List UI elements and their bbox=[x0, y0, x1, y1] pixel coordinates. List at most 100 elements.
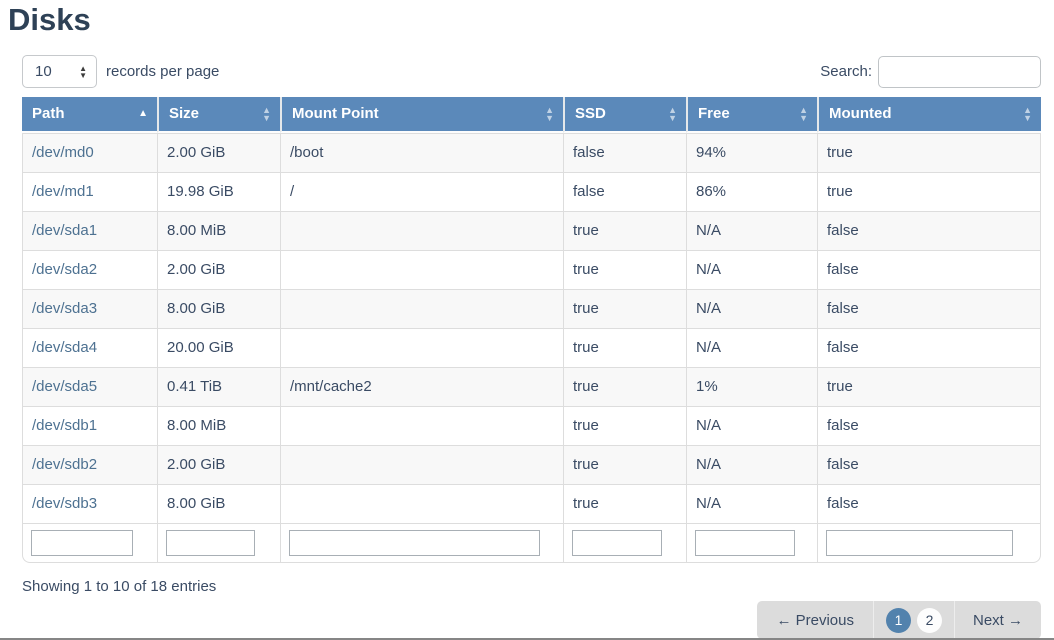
filter-row bbox=[22, 523, 1041, 563]
next-page-button[interactable]: Next → bbox=[955, 601, 1041, 638]
column-label: Path bbox=[32, 105, 65, 122]
filter-input-free[interactable] bbox=[695, 530, 795, 556]
page-length-group: 10 ▲ ▼ records per page bbox=[22, 55, 219, 88]
disk-mount-point-cell bbox=[280, 328, 563, 367]
column-label: Size bbox=[169, 105, 200, 122]
disk-ssd-cell: true bbox=[563, 211, 686, 250]
disk-path-link[interactable]: /dev/sda5 bbox=[22, 367, 157, 406]
disk-size-cell: 8.00 MiB bbox=[157, 211, 280, 250]
search-group: Search: bbox=[820, 55, 1041, 88]
page-button-2[interactable]: 2 bbox=[916, 607, 942, 633]
filter-input-path[interactable] bbox=[31, 530, 133, 556]
disk-path-link[interactable]: /dev/sdb2 bbox=[22, 445, 157, 484]
disk-ssd-cell: true bbox=[563, 484, 686, 523]
table-row: /dev/sda4 20.00 GiB true N/A false bbox=[22, 328, 1041, 367]
disk-mounted-cell: false bbox=[817, 445, 1041, 484]
disk-mounted-cell: false bbox=[817, 484, 1041, 523]
disk-ssd-cell: true bbox=[563, 328, 686, 367]
disk-mounted-cell: false bbox=[817, 328, 1041, 367]
disk-path-link[interactable]: /dev/sda2 bbox=[22, 250, 157, 289]
filter-input-ssd[interactable] bbox=[572, 530, 662, 556]
table-row: /dev/sdb1 8.00 MiB true N/A false bbox=[22, 406, 1041, 445]
disk-mount-point-cell bbox=[280, 484, 563, 523]
previous-page-label: ← Previous bbox=[776, 611, 854, 629]
disk-mount-point-cell: /boot bbox=[280, 133, 563, 172]
page-number-group: 1 2 bbox=[872, 601, 955, 638]
disk-ssd-cell: true bbox=[563, 367, 686, 406]
column-header-mount-point[interactable]: Mount Point ▲ ▼ bbox=[280, 97, 563, 133]
disk-free-cell: N/A bbox=[686, 250, 817, 289]
table-row: /dev/sda1 8.00 MiB true N/A false bbox=[22, 211, 1041, 250]
disk-path-link[interactable]: /dev/md1 bbox=[22, 172, 157, 211]
table-controls: 10 ▲ ▼ records per page Search: bbox=[22, 55, 1041, 88]
page-length-value: 10 bbox=[35, 63, 52, 80]
table-row: /dev/sdb3 8.00 GiB true N/A false bbox=[22, 484, 1041, 523]
pagination: ← Previous 1 2 Next → bbox=[757, 601, 1041, 638]
column-header-size[interactable]: Size ▲ ▼ bbox=[157, 97, 280, 133]
disk-mounted-cell: false bbox=[817, 289, 1041, 328]
disk-ssd-cell: true bbox=[563, 406, 686, 445]
disk-size-cell: 2.00 GiB bbox=[157, 250, 280, 289]
select-spinner-icon: ▲ ▼ bbox=[79, 63, 87, 80]
page-length-select[interactable]: 10 ▲ ▼ bbox=[22, 55, 97, 88]
filter-input-size[interactable] bbox=[166, 530, 255, 556]
disk-free-cell: 94% bbox=[686, 133, 817, 172]
disk-free-cell: N/A bbox=[686, 445, 817, 484]
disk-path-link[interactable]: /dev/sdb3 bbox=[22, 484, 157, 523]
disk-size-cell: 8.00 GiB bbox=[157, 484, 280, 523]
page-title: Disks bbox=[8, 2, 91, 37]
disk-free-cell: N/A bbox=[686, 406, 817, 445]
table-row: /dev/sda5 0.41 TiB /mnt/cache2 true 1% t… bbox=[22, 367, 1041, 406]
disk-mount-point-cell bbox=[280, 406, 563, 445]
disk-ssd-cell: true bbox=[563, 250, 686, 289]
disks-table: Path ▲ Size ▲ ▼ Mount Point ▲ ▼ SSD ▲ ▼ Fre… bbox=[22, 97, 1041, 563]
disk-size-cell: 19.98 GiB bbox=[157, 172, 280, 211]
disk-ssd-cell: true bbox=[563, 289, 686, 328]
disk-path-link[interactable]: /dev/md0 bbox=[22, 133, 157, 172]
disk-size-cell: 2.00 GiB bbox=[157, 133, 280, 172]
disk-ssd-cell: false bbox=[563, 172, 686, 211]
filter-input-mounted[interactable] bbox=[826, 530, 1013, 556]
disk-mounted-cell: true bbox=[817, 367, 1041, 406]
table-row: /dev/sdb2 2.00 GiB true N/A false bbox=[22, 445, 1041, 484]
disk-size-cell: 8.00 GiB bbox=[157, 289, 280, 328]
disk-path-link[interactable]: /dev/sda3 bbox=[22, 289, 157, 328]
disk-path-link[interactable]: /dev/sda1 bbox=[22, 211, 157, 250]
previous-page-button[interactable]: ← Previous bbox=[757, 601, 873, 638]
disk-free-cell: N/A bbox=[686, 289, 817, 328]
column-header-free[interactable]: Free ▲ ▼ bbox=[686, 97, 817, 133]
disk-mount-point-cell bbox=[280, 445, 563, 484]
disk-mounted-cell: true bbox=[817, 133, 1041, 172]
disk-path-link[interactable]: /dev/sdb1 bbox=[22, 406, 157, 445]
disk-free-cell: 86% bbox=[686, 172, 817, 211]
sort-icon: ▲ ▼ bbox=[1023, 105, 1032, 123]
header-row: Path ▲ Size ▲ ▼ Mount Point ▲ ▼ SSD ▲ ▼ Fre… bbox=[22, 97, 1041, 133]
disk-ssd-cell: false bbox=[563, 133, 686, 172]
table-row: /dev/sda2 2.00 GiB true N/A false bbox=[22, 250, 1041, 289]
column-header-ssd[interactable]: SSD ▲ ▼ bbox=[563, 97, 686, 133]
search-label: Search: bbox=[820, 63, 872, 80]
disk-size-cell: 0.41 TiB bbox=[157, 367, 280, 406]
disk-mount-point-cell bbox=[280, 211, 563, 250]
disk-free-cell: N/A bbox=[686, 328, 817, 367]
column-header-path[interactable]: Path ▲ bbox=[22, 97, 157, 133]
table-row: /dev/md0 2.00 GiB /boot false 94% true bbox=[22, 133, 1041, 172]
column-header-mounted[interactable]: Mounted ▲ ▼ bbox=[817, 97, 1041, 133]
page-button-1[interactable]: 1 bbox=[885, 607, 911, 633]
search-input[interactable] bbox=[878, 55, 1041, 88]
disk-path-link[interactable]: /dev/sda4 bbox=[22, 328, 157, 367]
column-label: SSD bbox=[575, 105, 606, 122]
column-label: Mounted bbox=[829, 105, 892, 122]
pagination-bar: ← Previous 1 2 Next → bbox=[22, 601, 1041, 638]
sort-asc-icon: ▲ bbox=[138, 108, 148, 119]
disk-size-cell: 2.00 GiB bbox=[157, 445, 280, 484]
next-page-label: Next → bbox=[972, 611, 1023, 629]
sort-icon: ▲ ▼ bbox=[668, 105, 677, 123]
filter-input-mount-point[interactable] bbox=[289, 530, 540, 556]
disk-mounted-cell: false bbox=[817, 406, 1041, 445]
disk-mounted-cell: true bbox=[817, 172, 1041, 211]
page-length-label: records per page bbox=[106, 63, 220, 80]
entries-info: Showing 1 to 10 of 18 entries bbox=[22, 578, 217, 595]
disk-size-cell: 20.00 GiB bbox=[157, 328, 280, 367]
